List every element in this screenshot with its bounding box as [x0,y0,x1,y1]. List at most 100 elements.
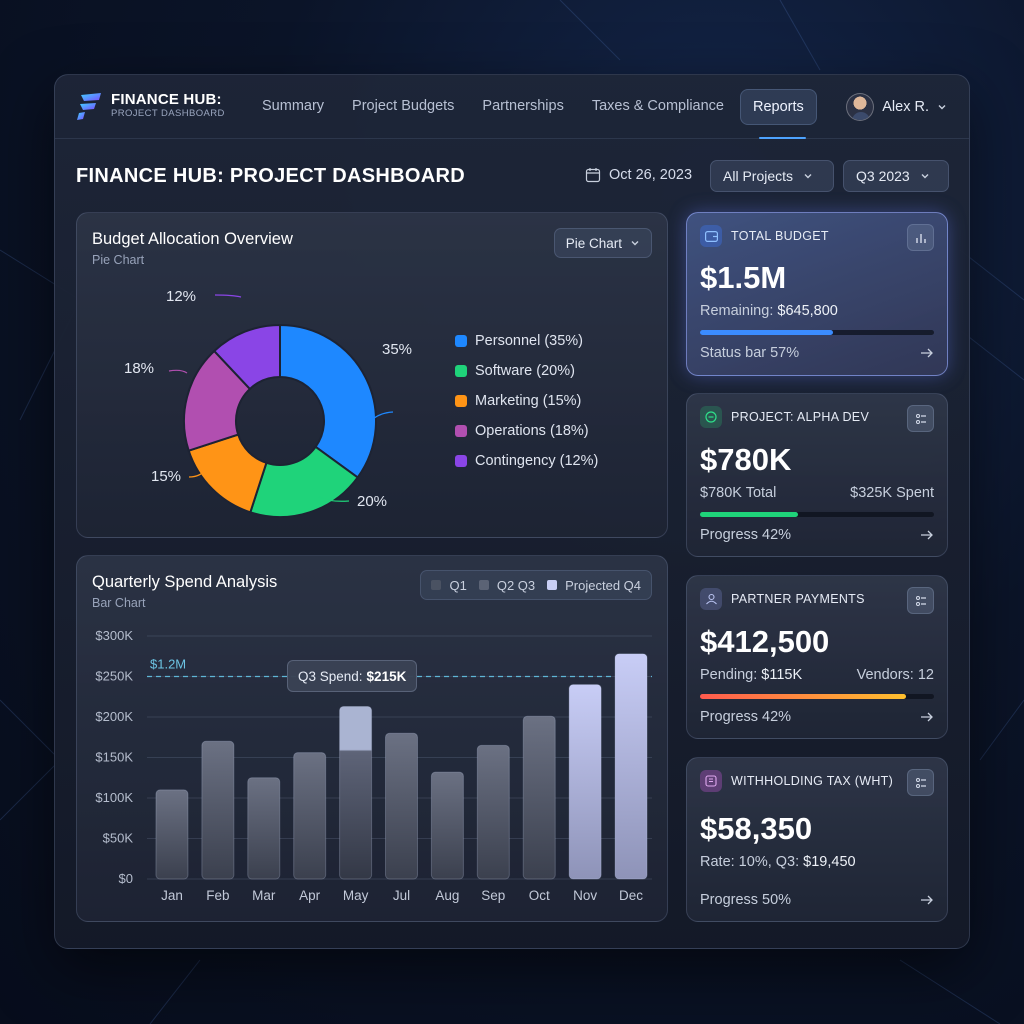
arrow-right-icon[interactable] [920,894,934,906]
x-tick-label: Apr [299,888,321,903]
pie-label-software: 20% [357,493,388,510]
withholding-tax-card[interactable]: WITHHOLDING TAX (WHT) $58,350 Rate: 10%,… [686,757,948,922]
card-footer-text: Progress 42% [700,527,792,543]
progress-fill [700,512,799,517]
card-title: TOTAL BUDGET [731,229,829,243]
filter-button[interactable] [907,405,934,432]
arrow-right-icon[interactable] [920,711,934,723]
legend-item-marketing[interactable]: Marketing (15%) [455,386,598,416]
x-tick-label: Dec [619,888,643,903]
card-footer: Progress 50% [700,892,934,908]
pie-slice-contingency[interactable] [212,323,281,391]
chart-view-button[interactable] [907,224,934,251]
x-tick-label: Sep [481,888,505,903]
progress-track [700,694,934,699]
chart-type-value: Pie Chart [565,235,622,251]
avatar [846,93,875,121]
nav-project-budgets[interactable]: Project Budgets [352,98,455,114]
x-tick-label: Jan [161,888,183,903]
x-tick-label: May [343,888,369,903]
card-detail-value: $645,800 [777,303,838,319]
pie-leader-line [368,411,394,424]
partner-payments-card[interactable]: PARTNER PAYMENTS $412,500 Pending: $115K… [686,575,948,739]
arrow-right-icon[interactable] [920,529,934,541]
legend-item-operations[interactable]: Operations (18%) [455,416,598,446]
wallet-icon [700,225,722,247]
finance-hub-logo-icon [77,93,101,120]
nav-partnerships[interactable]: Partnerships [482,98,564,114]
card-value: $1.5M [700,260,787,295]
card-detail-label: Rate: 10%, Q3: [700,854,800,870]
legend-item-contingency[interactable]: Contingency (12%) [455,446,598,476]
pie-label-personnel: 35% [382,341,413,358]
arrow-right-icon[interactable] [920,347,934,359]
user-menu[interactable]: Alex R. [846,93,947,121]
pie-label-contingency: 12% [166,288,197,305]
progress-track [700,512,934,517]
bar-may[interactable] [339,705,373,880]
legend-swatch [455,365,467,377]
bar-mar[interactable] [247,777,281,880]
pie-leader-line [168,369,188,374]
bar-aug[interactable] [430,771,464,880]
legend-swatch [455,425,467,437]
bar-dec[interactable] [614,653,648,880]
top-nav-bar: FINANCE HUB: PROJECT DASHBOARD Summary P… [55,75,969,139]
project-icon [700,406,722,428]
card-detail-line: Rate: 10%, Q3: $19,450 [700,854,934,870]
receipt-icon [700,770,722,792]
brand[interactable]: FINANCE HUB: PROJECT DASHBOARD [75,91,225,121]
bar-jul[interactable] [385,732,418,880]
card-footer-text: Progress 50% [700,892,792,908]
date-display[interactable]: Oct 26, 2023 [585,167,692,183]
chevron-down-icon [631,241,639,246]
card-header: TOTAL BUDGET [700,225,829,247]
x-tick-label: Jul [393,888,410,903]
x-tick-label: Feb [206,888,229,903]
alpha-dev-card[interactable]: PROJECT: ALPHA DEV $780K $780K Total $32… [686,393,948,557]
filter-list-icon [915,777,926,788]
legend-swatch [478,580,489,590]
card-footer: Progress 42% [700,709,934,725]
period-filter-value: Q3 2023 [856,168,910,184]
total-budget-card[interactable]: TOTAL BUDGET $1.5M Remaining: $645,800 S… [686,212,948,376]
nav-summary[interactable]: Summary [262,98,325,114]
nav-taxes-compliance[interactable]: Taxes & Compliance [591,98,724,114]
spend-panel-subtitle: Bar Chart [92,596,146,610]
pie-leader-line [188,467,208,478]
legend-label: Projected Q4 [565,577,641,593]
filter-button[interactable] [907,587,934,614]
budget-allocation-panel: Budget Allocation Overview Pie Chart Pie… [76,212,668,538]
bar-jan[interactable] [155,789,189,880]
spend-panel-title: Quarterly Spend Analysis [92,573,278,591]
card-title: PARTNER PAYMENTS [731,592,865,606]
nav-reports[interactable]: Reports [740,89,817,139]
legend-item-personnel[interactable]: Personnel (35%) [455,326,598,356]
bar-oct[interactable] [522,715,556,880]
card-footer-text: Status bar 57% [700,345,800,361]
card-detail-line: Pending: $115K Vendors: 12 [700,667,934,683]
y-tick-label: $100K [95,790,133,805]
bar-sep[interactable] [476,744,510,880]
brand-title: FINANCE HUB: [111,91,222,108]
date-text: Oct 26, 2023 [609,167,693,183]
filter-button[interactable] [907,769,934,796]
chevron-down-icon [921,174,929,179]
project-filter-select[interactable]: All Projects [710,160,834,192]
bar-chart-icon [915,233,926,243]
period-filter-select[interactable]: Q3 2023 [843,160,949,192]
pie-leader-line [312,488,350,502]
bar-apr[interactable] [293,752,327,880]
legend-item-software[interactable]: Software (20%) [455,356,598,386]
bar-nov[interactable] [568,684,602,880]
legend-label: Q1 [449,577,467,593]
y-tick-label: $0 [119,871,133,886]
spend-legend: Q1 Q2 Q3 Projected Q4 [420,570,652,600]
bar-feb[interactable] [201,740,235,880]
legend-swatch [431,580,442,590]
card-detail-line: $780K Total $325K Spent [700,485,934,501]
dashboard-window: FINANCE HUB: PROJECT DASHBOARD Summary P… [54,74,970,949]
pie-slice-personnel[interactable] [279,323,377,479]
chart-type-select[interactable]: Pie Chart [553,228,652,258]
